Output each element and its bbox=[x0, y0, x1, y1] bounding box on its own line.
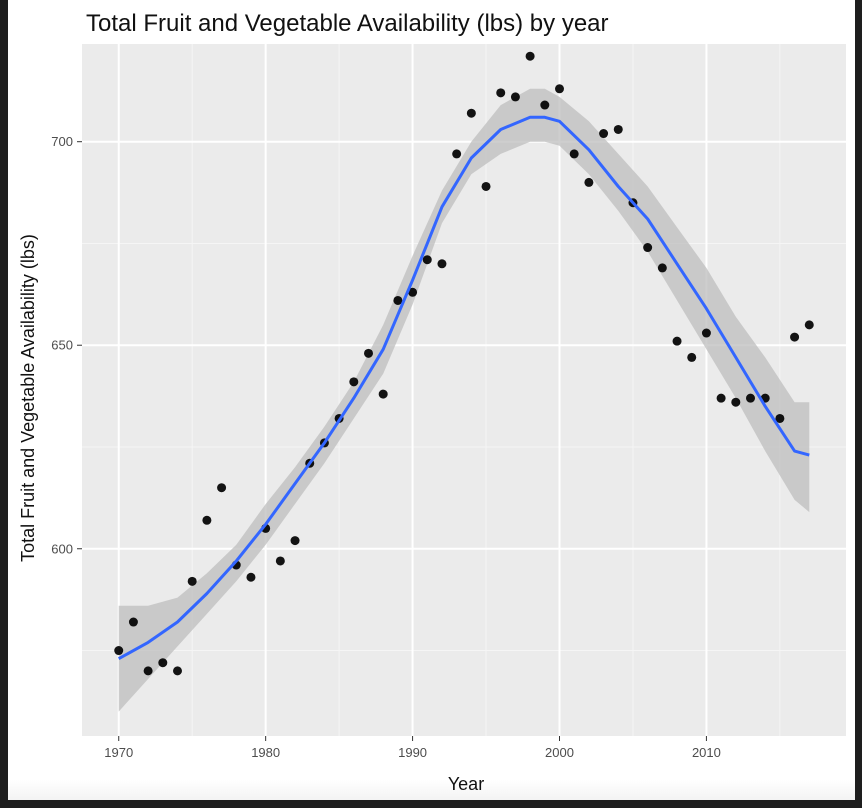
data-point bbox=[158, 658, 168, 668]
data-point bbox=[466, 108, 476, 118]
data-point bbox=[775, 413, 785, 423]
data-point bbox=[746, 393, 755, 403]
data-point bbox=[599, 129, 609, 139]
y-axis-title: Total Fruit and Vegetable Availability (… bbox=[18, 234, 38, 562]
y-tick-label: 700 bbox=[51, 134, 73, 149]
data-point bbox=[187, 576, 197, 586]
data-points bbox=[114, 51, 814, 676]
x-tick-label: 2010 bbox=[692, 745, 721, 760]
data-point bbox=[143, 666, 153, 676]
x-axis-ticks: 1970 1980 1990 2000 2010 bbox=[104, 736, 721, 760]
x-axis-title: Year bbox=[448, 774, 484, 794]
data-point bbox=[569, 149, 579, 159]
data-point bbox=[481, 181, 491, 191]
data-point bbox=[408, 287, 418, 297]
data-point bbox=[701, 328, 711, 338]
data-point bbox=[393, 295, 403, 305]
data-point bbox=[540, 100, 550, 110]
data-point bbox=[378, 389, 388, 399]
data-point bbox=[672, 336, 682, 346]
data-point bbox=[290, 536, 300, 546]
chart-title: Total Fruit and Vegetable Availability (… bbox=[86, 10, 609, 37]
data-point bbox=[731, 397, 741, 407]
data-point bbox=[510, 92, 520, 102]
grid-major bbox=[82, 44, 846, 736]
x-tick-label: 1990 bbox=[398, 745, 427, 760]
data-point bbox=[275, 556, 285, 566]
data-point bbox=[584, 177, 594, 187]
data-point bbox=[555, 84, 564, 94]
data-point bbox=[525, 51, 535, 61]
data-point bbox=[128, 617, 138, 627]
data-point bbox=[643, 243, 653, 253]
data-point bbox=[202, 515, 212, 525]
bottom-fade bbox=[8, 780, 855, 800]
data-point bbox=[364, 348, 373, 358]
data-point bbox=[657, 263, 667, 273]
data-point bbox=[790, 332, 800, 342]
x-tick-label: 2000 bbox=[545, 745, 574, 760]
data-point bbox=[114, 646, 124, 656]
data-point bbox=[217, 483, 227, 493]
data-point bbox=[349, 377, 359, 387]
x-tick-label: 1970 bbox=[104, 745, 133, 760]
data-point bbox=[687, 352, 697, 362]
data-point bbox=[246, 572, 256, 582]
smooth-line bbox=[117, 115, 810, 661]
data-point bbox=[613, 124, 623, 134]
data-point bbox=[422, 255, 432, 265]
data-point bbox=[716, 393, 726, 403]
data-point bbox=[452, 149, 462, 159]
data-point bbox=[437, 259, 447, 269]
data-point bbox=[804, 320, 814, 330]
y-tick-label: 650 bbox=[51, 338, 73, 353]
data-point bbox=[173, 666, 182, 676]
x-tick-label: 1980 bbox=[251, 745, 280, 760]
y-axis-ticks: 600 650 700 bbox=[51, 134, 82, 556]
y-tick-label: 600 bbox=[51, 541, 73, 556]
data-point bbox=[496, 88, 506, 98]
